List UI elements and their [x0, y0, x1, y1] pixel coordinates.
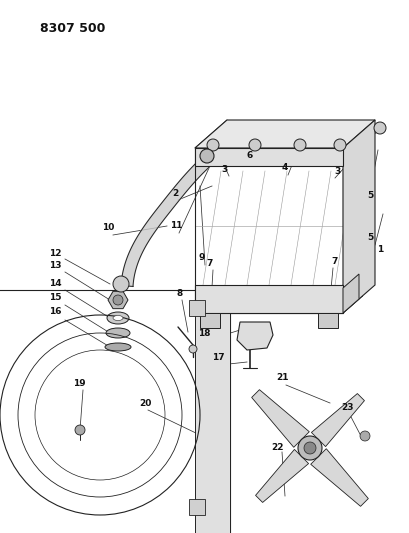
- Text: 6: 6: [246, 151, 252, 160]
- Text: 8: 8: [176, 289, 183, 298]
- Text: 20: 20: [139, 399, 151, 408]
- Polygon shape: [317, 313, 337, 328]
- Text: 7: 7: [206, 260, 213, 269]
- Text: 19: 19: [72, 379, 85, 389]
- Polygon shape: [236, 322, 272, 350]
- Text: 3: 3: [221, 166, 227, 174]
- Text: 1: 1: [376, 246, 382, 254]
- Circle shape: [113, 276, 129, 292]
- Polygon shape: [195, 120, 374, 148]
- Circle shape: [200, 149, 213, 163]
- Circle shape: [75, 425, 85, 435]
- Circle shape: [207, 139, 218, 151]
- Text: 13: 13: [49, 262, 61, 271]
- Text: 4: 4: [281, 164, 288, 173]
- Bar: [189, 300, 204, 316]
- Text: 5: 5: [366, 191, 372, 200]
- Text: 2: 2: [171, 190, 178, 198]
- Polygon shape: [108, 292, 128, 309]
- Polygon shape: [251, 390, 308, 447]
- Text: 9: 9: [198, 254, 204, 262]
- Text: 14: 14: [49, 279, 61, 287]
- Text: 21: 21: [276, 374, 288, 383]
- Polygon shape: [310, 449, 367, 506]
- Text: 8307 500: 8307 500: [40, 22, 105, 35]
- Text: 15: 15: [49, 293, 61, 302]
- Text: 11: 11: [169, 222, 182, 230]
- Circle shape: [297, 436, 321, 460]
- Bar: [189, 499, 204, 515]
- Circle shape: [248, 139, 261, 151]
- Text: 7: 7: [331, 257, 337, 266]
- Polygon shape: [255, 449, 308, 503]
- Ellipse shape: [105, 343, 131, 351]
- Text: 22: 22: [271, 442, 283, 451]
- Ellipse shape: [113, 316, 123, 320]
- Circle shape: [359, 431, 369, 441]
- Circle shape: [373, 122, 385, 134]
- Circle shape: [293, 139, 305, 151]
- Polygon shape: [311, 393, 364, 447]
- Text: 17: 17: [211, 353, 224, 362]
- Polygon shape: [195, 285, 342, 313]
- Ellipse shape: [107, 312, 129, 324]
- Polygon shape: [200, 313, 220, 328]
- Polygon shape: [195, 290, 229, 533]
- Text: 16: 16: [49, 308, 61, 317]
- Circle shape: [113, 295, 123, 305]
- Text: 12: 12: [49, 248, 61, 257]
- Polygon shape: [195, 148, 342, 166]
- Text: 5: 5: [366, 233, 372, 243]
- Polygon shape: [342, 274, 358, 313]
- Text: 10: 10: [101, 223, 114, 232]
- Circle shape: [303, 442, 315, 454]
- Text: 3: 3: [334, 167, 340, 176]
- Polygon shape: [121, 157, 211, 286]
- Polygon shape: [342, 120, 374, 313]
- Ellipse shape: [106, 328, 130, 338]
- Text: 18: 18: [197, 328, 210, 337]
- Circle shape: [189, 345, 196, 353]
- Text: 23: 23: [341, 403, 353, 413]
- Circle shape: [333, 139, 345, 151]
